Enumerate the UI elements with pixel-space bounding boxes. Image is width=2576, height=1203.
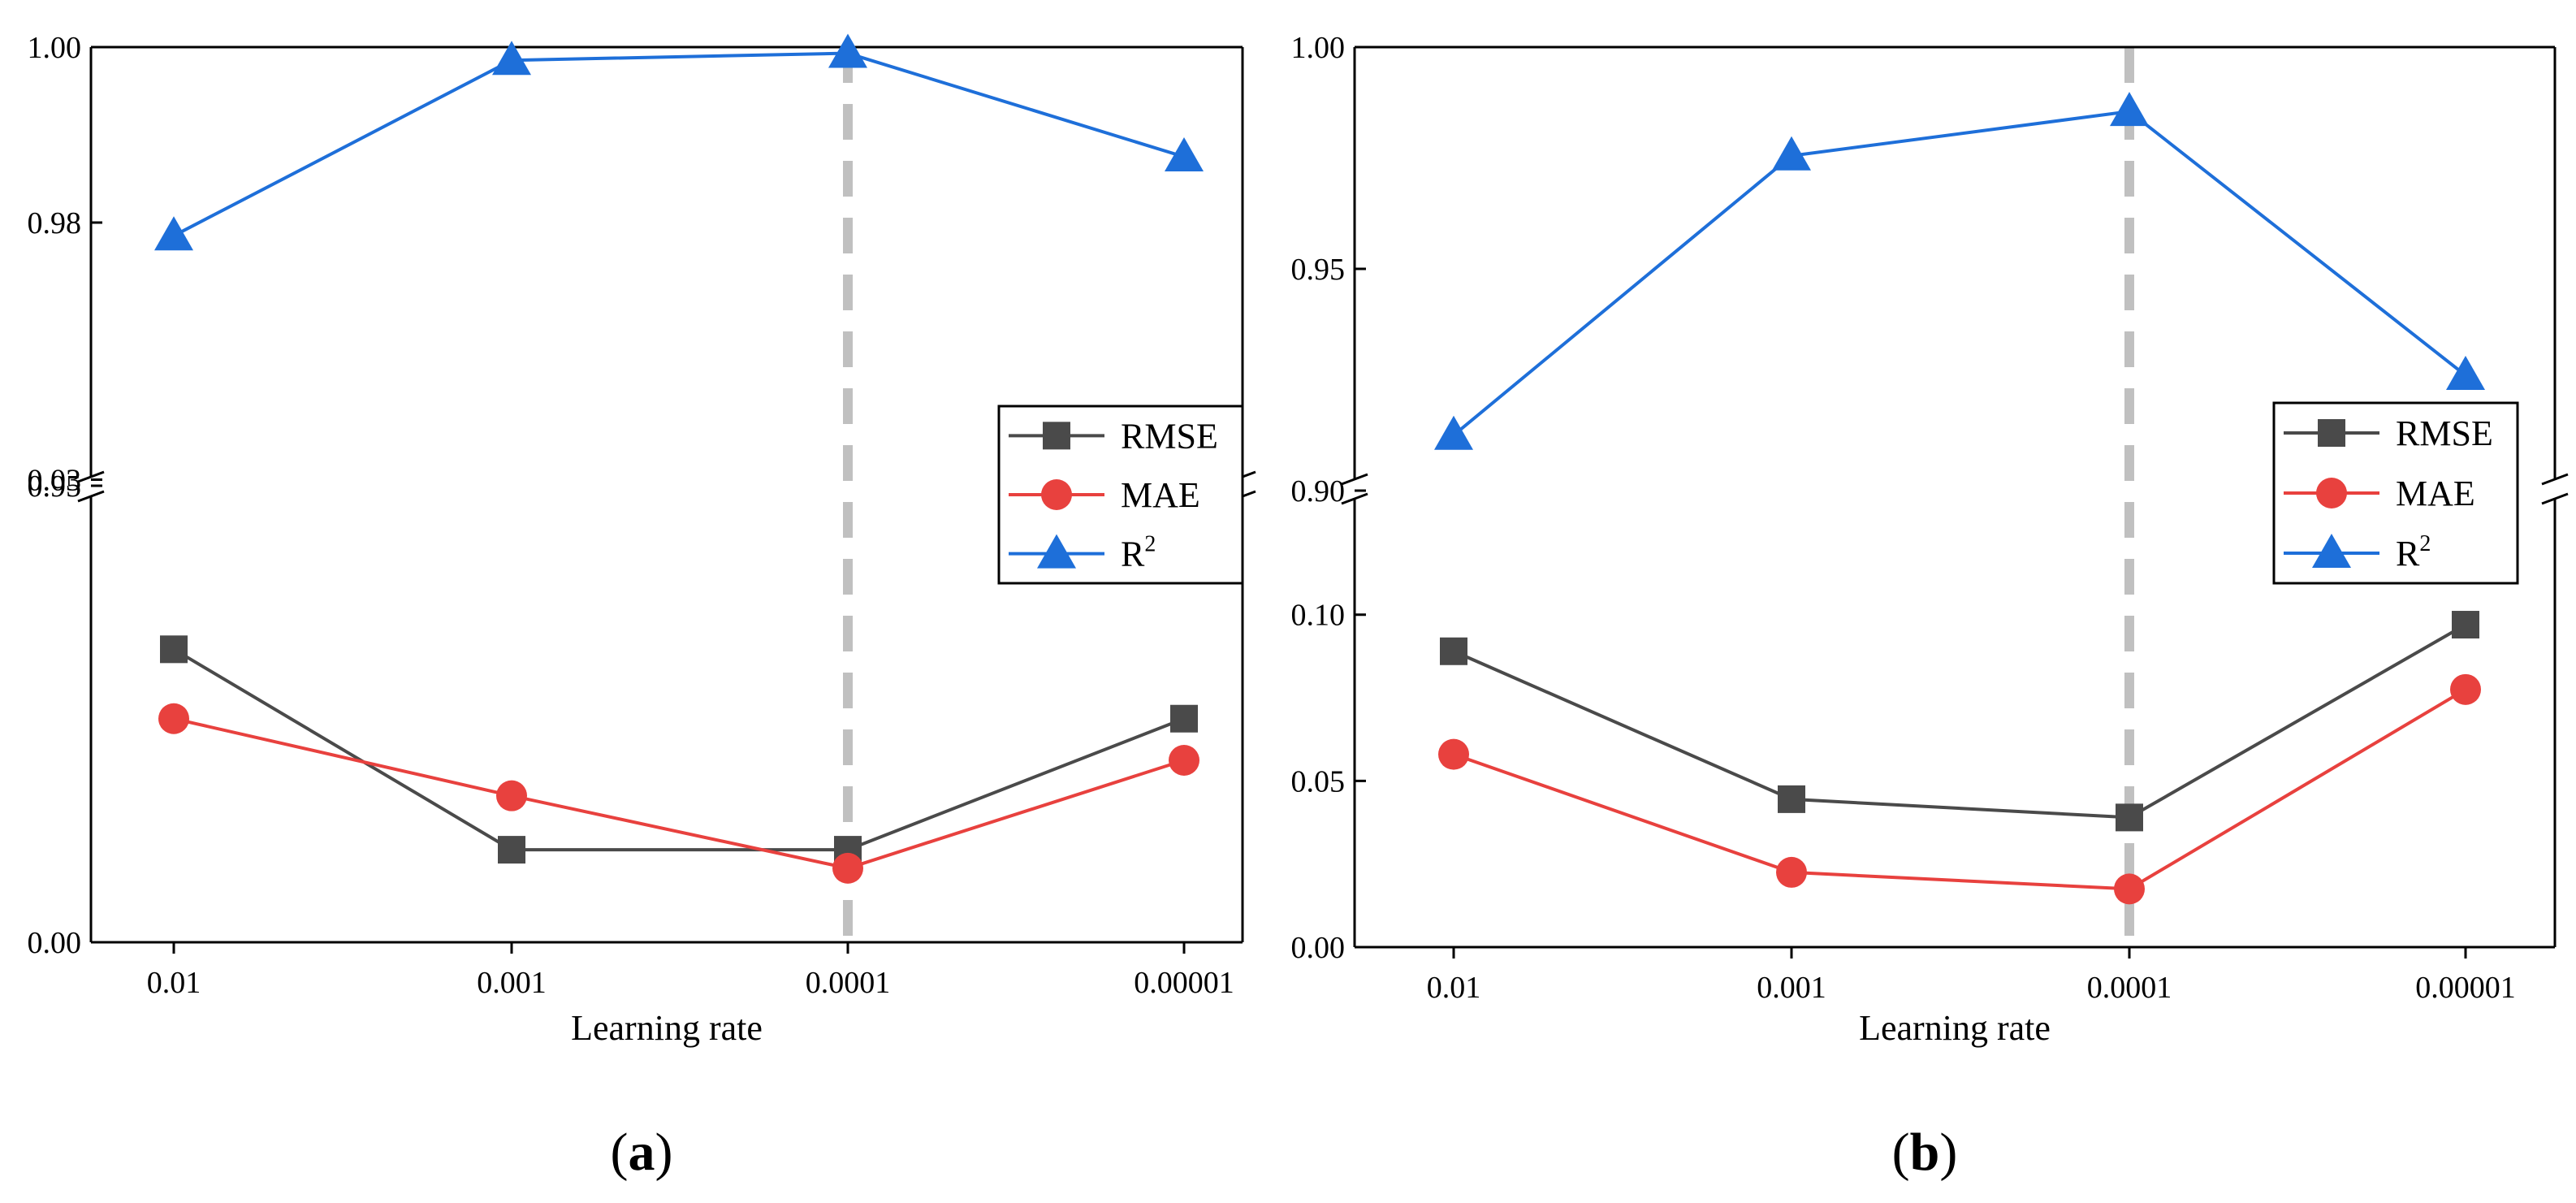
x-tick-label: 0.0001 — [2087, 971, 2172, 1005]
legend-label: RMSE — [1121, 416, 1218, 456]
series-line — [1453, 688, 2467, 891]
data-point-circle — [1438, 738, 1469, 770]
legend: RMSE MAE R2 — [997, 405, 1244, 585]
y-tick-label: 0.00 — [28, 926, 82, 960]
y-tick-label: 0.95 — [1291, 253, 1346, 287]
x-axis-label: Learning rate — [571, 1008, 763, 1048]
panel-label: (b) — [1892, 1123, 1958, 1182]
legend-label: RMSE — [2396, 413, 2493, 453]
axis-break-mark — [1341, 473, 1368, 486]
legend-item: RMSE — [1009, 416, 1218, 456]
x-tick-label: 0.0001 — [806, 966, 891, 1000]
plot-frame — [1353, 45, 2557, 949]
data-point-circle — [1169, 745, 1199, 776]
axis-break-mark — [77, 490, 105, 503]
y-tick-label: 0.00 — [1291, 931, 1346, 965]
legend-marker-square — [2318, 419, 2345, 447]
axis-break-mark — [2541, 473, 2569, 486]
y-tick-label: 0.10 — [1291, 599, 1346, 633]
data-point-triangle — [1772, 136, 1811, 171]
chart-panel-a: 0.95 0.98 1.00 0.00 0.03 0.01 0.001 0.0001 0.000… — [28, 31, 1256, 1182]
legend-label: R2 — [1121, 532, 1156, 574]
series-line — [173, 716, 1185, 870]
data-point-triangle — [492, 41, 531, 76]
data-point-square — [1440, 637, 1467, 665]
legend-item: MAE — [2284, 474, 2475, 513]
y-tick-label: 0.98 — [28, 206, 82, 240]
legend-marker-square — [1043, 422, 1070, 450]
x-axis-label: Learning rate — [1859, 1008, 2051, 1048]
series-line — [173, 51, 1185, 237]
axis-break-mark — [77, 470, 105, 483]
panel-label: (a) — [611, 1123, 673, 1182]
data-point-triangle — [154, 216, 193, 251]
x-tick-label: 0.00001 — [1134, 966, 1234, 1000]
data-point-square — [2116, 803, 2143, 832]
series-r2 — [1434, 92, 2485, 450]
data-point-triangle — [1165, 137, 1204, 171]
data-point-square — [1778, 785, 1805, 813]
series-line — [1453, 623, 2466, 820]
data-point-triangle — [828, 33, 867, 68]
data-point-triangle — [2110, 92, 2149, 127]
data-point-triangle — [1434, 415, 1473, 450]
legend-marker-circle — [1041, 479, 1072, 510]
x-tick-label: 0.001 — [1757, 971, 1826, 1005]
series-mae — [1438, 673, 2481, 905]
legend-label: MAE — [2396, 474, 2475, 513]
data-point-square — [498, 836, 525, 864]
data-point-square — [2452, 611, 2479, 639]
legend-marker-triangle — [1037, 534, 1076, 569]
y-tick-label: 0.05 — [1291, 764, 1346, 798]
chart-panel-b: 0.90 0.95 1.00 0.00 0.05 0.10 0.01 0.001 0.0001 0… — [1291, 31, 2569, 1182]
data-point-square — [1170, 704, 1198, 733]
legend-item: R2 — [1009, 532, 1156, 574]
y-tick-label: 0.90 — [1291, 474, 1346, 508]
series-rmse — [1440, 611, 2479, 832]
y-tick-label: 1.00 — [28, 31, 82, 65]
legend-item: RMSE — [2284, 413, 2493, 453]
data-point-circle — [2114, 873, 2145, 905]
series-r2 — [154, 33, 1204, 251]
x-tick-label: 0.001 — [477, 966, 547, 1000]
data-point-circle — [496, 780, 527, 811]
y-tick-label: 0.95 — [28, 470, 82, 504]
series-line — [172, 647, 1185, 852]
y-tick-label: 1.00 — [1291, 31, 1346, 65]
axis-break-mark — [1341, 492, 1368, 505]
data-point-circle — [832, 852, 863, 884]
x-tick-label: 0.01 — [147, 966, 201, 1000]
data-point-circle — [1776, 856, 1807, 888]
data-point-circle — [2450, 673, 2481, 705]
legend-item: MAE — [1009, 475, 1200, 515]
y-tick-label: 0.03 — [28, 464, 82, 498]
series-mae — [158, 703, 1199, 884]
data-point-triangle — [2446, 356, 2485, 391]
data-point-square — [160, 635, 188, 664]
legend-marker-triangle — [2312, 534, 2351, 568]
x-tick-label: 0.00001 — [2415, 971, 2516, 1005]
data-point-circle — [158, 703, 189, 734]
x-tick-label: 0.01 — [1427, 971, 1481, 1005]
axis-break-mark — [2541, 492, 2569, 505]
legend-marker-circle — [2316, 478, 2347, 508]
legend-label: MAE — [1121, 475, 1200, 515]
series-line — [1452, 110, 2467, 437]
